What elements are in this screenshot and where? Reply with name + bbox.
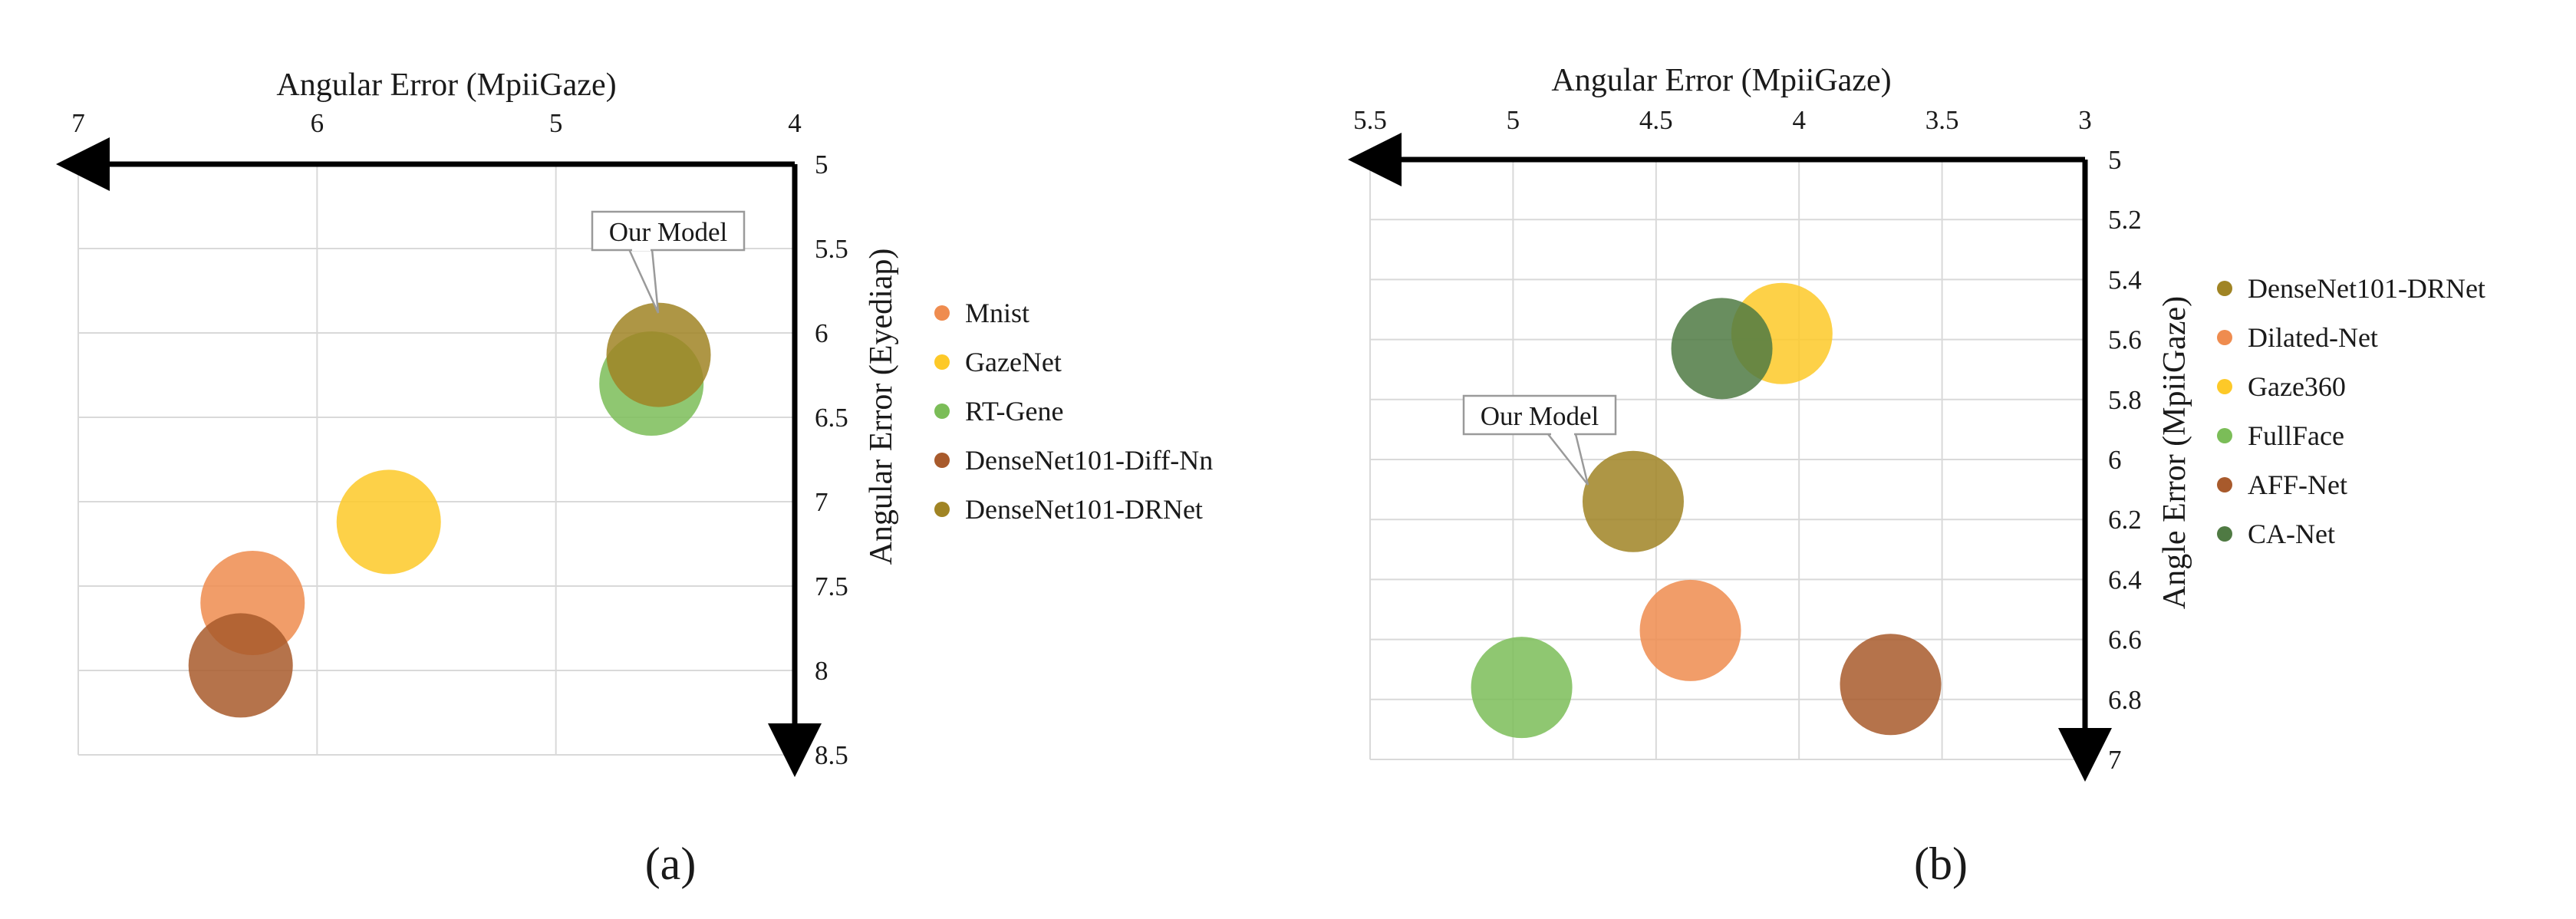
chart-a-y-axis-title: Angular Error (Eyediap) [864,249,899,565]
chart-b-panel-label: (b) [1914,838,1968,889]
chart-b-y-tick-label: 6.6 [2108,625,2142,655]
chart-b-legend-item: AFF-Net [2217,469,2347,500]
chart-a-annotation-text: Our Model [609,217,728,247]
chart-a-y-tick-label: 7.5 [815,571,848,601]
chart-a-legend-swatch [934,305,950,321]
chart-a-x-ticks: 7 6 5 4 [71,108,802,138]
chart-b-legend-label: DenseNet101-DRNet [2248,273,2485,304]
chart-b-legend-label: Gaze360 [2248,371,2346,402]
chart-b: 5.5 5 4.5 4 3.5 3 5 5.2 5.4 5.6 5.8 6 6.2 6.4 6.6 6.8 7… [1348,63,2485,889]
chart-a-legend-item: GazeNet [934,347,1062,377]
chart-a-axes [56,137,822,777]
chart-a-legend-label: RT-Gene [965,396,1063,427]
chart-b-bubble-fullface [1471,637,1573,739]
chart-b-y-tick-label: 7 [2108,745,2122,775]
chart-b-x-tick-label: 4.5 [1639,105,1673,135]
chart-a-bubbles [188,302,711,718]
chart-b-legend: DenseNet101-DRNet Dilated-Net Gaze360 FullF… [2217,273,2485,549]
chart-a-annotation-pointer [628,249,660,314]
chart-b-bubble-ca-net [1671,298,1773,400]
chart-b-x-axis-title: Angular Error (MpiiGaze) [1551,63,1891,98]
chart-b-legend-label: CA-Net [2248,519,2335,549]
chart-b-y-tick-label: 5 [2108,145,2122,175]
chart-a-y-tick-label: 8 [815,656,828,686]
chart-a-legend-swatch [934,404,950,419]
chart-b-annotation: Our Model [1462,394,1617,486]
chart-b-legend-swatch [2217,379,2232,394]
chart-a-legend-label: DenseNet101-Diff-Nn [965,445,1213,476]
chart-b-legend-item: CA-Net [2217,519,2335,549]
chart-b-legend-swatch [2217,330,2232,345]
chart-a-y-tick-label: 7 [815,487,828,517]
chart-a-legend-label: DenseNet101-DRNet [965,494,1203,525]
chart-b-bubble-densenet101-drnet [1582,450,1684,552]
chart-a-x-axis-title: Angular Error (MpiiGaze) [276,68,616,103]
chart-b-y-axis-title: Angle Error (MpiiGaze) [2157,296,2192,609]
chart-b-legend-item: FullFace [2217,420,2344,451]
chart-b-legend-swatch [2217,526,2232,542]
chart-a-annotation-box [591,210,746,252]
chart-b-x-tick-label: 5.5 [1353,105,1387,135]
chart-b-annotation-box [1462,394,1617,436]
chart-b-annotation-text: Our Model [1481,401,1599,431]
chart-a-x-tick-label: 6 [311,108,324,138]
chart-b-legend-swatch [2217,281,2232,296]
chart-a-bubble-densenet101-diff-nn [188,613,293,718]
chart-a-y-tick-label: 8.5 [815,740,848,770]
chart-b-legend-item: Gaze360 [2217,371,2346,402]
chart-a-y-tick-label: 6 [815,318,828,348]
chart-b-legend-swatch [2217,477,2232,492]
chart-a-legend-label: GazeNet [965,347,1062,377]
chart-b-y-tick-label: 5.8 [2108,385,2142,415]
chart-b-x-tick-label: 5 [1507,105,1520,135]
chart-b-axes [1348,133,2112,782]
chart-b-bubble-aff-net [1840,634,1942,736]
chart-a-y-tick-label: 5.5 [815,234,848,264]
chart-a-legend-label: Mnist [965,298,1029,328]
chart-a-y-tick-label: 6.5 [815,403,848,433]
chart-b-x-tick-label: 3.5 [1925,105,1959,135]
chart-a-x-tick-label: 5 [549,108,563,138]
chart-a-legend-item: RT-Gene [934,396,1063,427]
chart-b-legend-label: FullFace [2248,420,2344,451]
chart-a-y-tick-label: 5 [815,150,828,180]
chart-b-annotation-pointer [1547,433,1589,486]
chart-b-y-tick-label: 6 [2108,445,2122,475]
chart-a-legend-item: DenseNet101-Diff-Nn [934,445,1213,476]
chart-a-x-tick-label: 7 [71,108,85,138]
chart-b-y-tick-label: 6.8 [2108,685,2142,715]
chart-b-bubbles [1471,282,1942,739]
chart-a-bubble-densenet101-drnet [606,302,711,407]
chart-a-legend-swatch [934,453,950,468]
chart-a-x-tick-label: 4 [788,108,802,138]
chart-a-legend: Mnist GazeNet RT-Gene DenseNet101-Diff-Nn De… [934,298,1213,525]
chart-a-annotation: Our Model [591,210,746,314]
chart-a-legend-item: Mnist [934,298,1029,328]
chart-b-x-ticks: 5.5 5 4.5 4 3.5 3 [1353,105,2092,135]
chart-a-y-ticks: 5 5.5 6 6.5 7 7.5 8 8.5 [815,150,848,770]
chart-a-panel-label: (a) [645,838,697,889]
chart-b-y-ticks: 5 5.2 5.4 5.6 5.8 6 6.2 6.4 6.6 6.8 7 [2108,145,2142,775]
chart-b-y-tick-label: 5.6 [2108,325,2142,355]
chart-b-legend-item: Dilated-Net [2217,322,2378,353]
chart-b-x-tick-label: 3 [2078,105,2092,135]
chart-a-legend-swatch [934,354,950,370]
chart-b-y-tick-label: 6.2 [2108,505,2142,535]
chart-a-legend-item: DenseNet101-DRNet [934,494,1203,525]
chart-b-legend-swatch [2217,428,2232,443]
chart-a-bubble-gazenet [336,469,441,575]
chart-b-bubble-dilated-net [1639,579,1741,681]
chart-b-y-tick-label: 6.4 [2108,565,2142,595]
chart-b-legend-item: DenseNet101-DRNet [2217,273,2485,304]
chart-a-legend-swatch [934,502,950,517]
chart-a-grid [77,163,796,756]
chart-b-legend-label: Dilated-Net [2248,322,2378,353]
chart-b-y-tick-label: 5.2 [2108,205,2142,235]
chart-b-x-tick-label: 4 [1792,105,1806,135]
chart-b-y-tick-label: 5.4 [2108,265,2142,295]
chart-b-legend-label: AFF-Net [2248,469,2347,500]
